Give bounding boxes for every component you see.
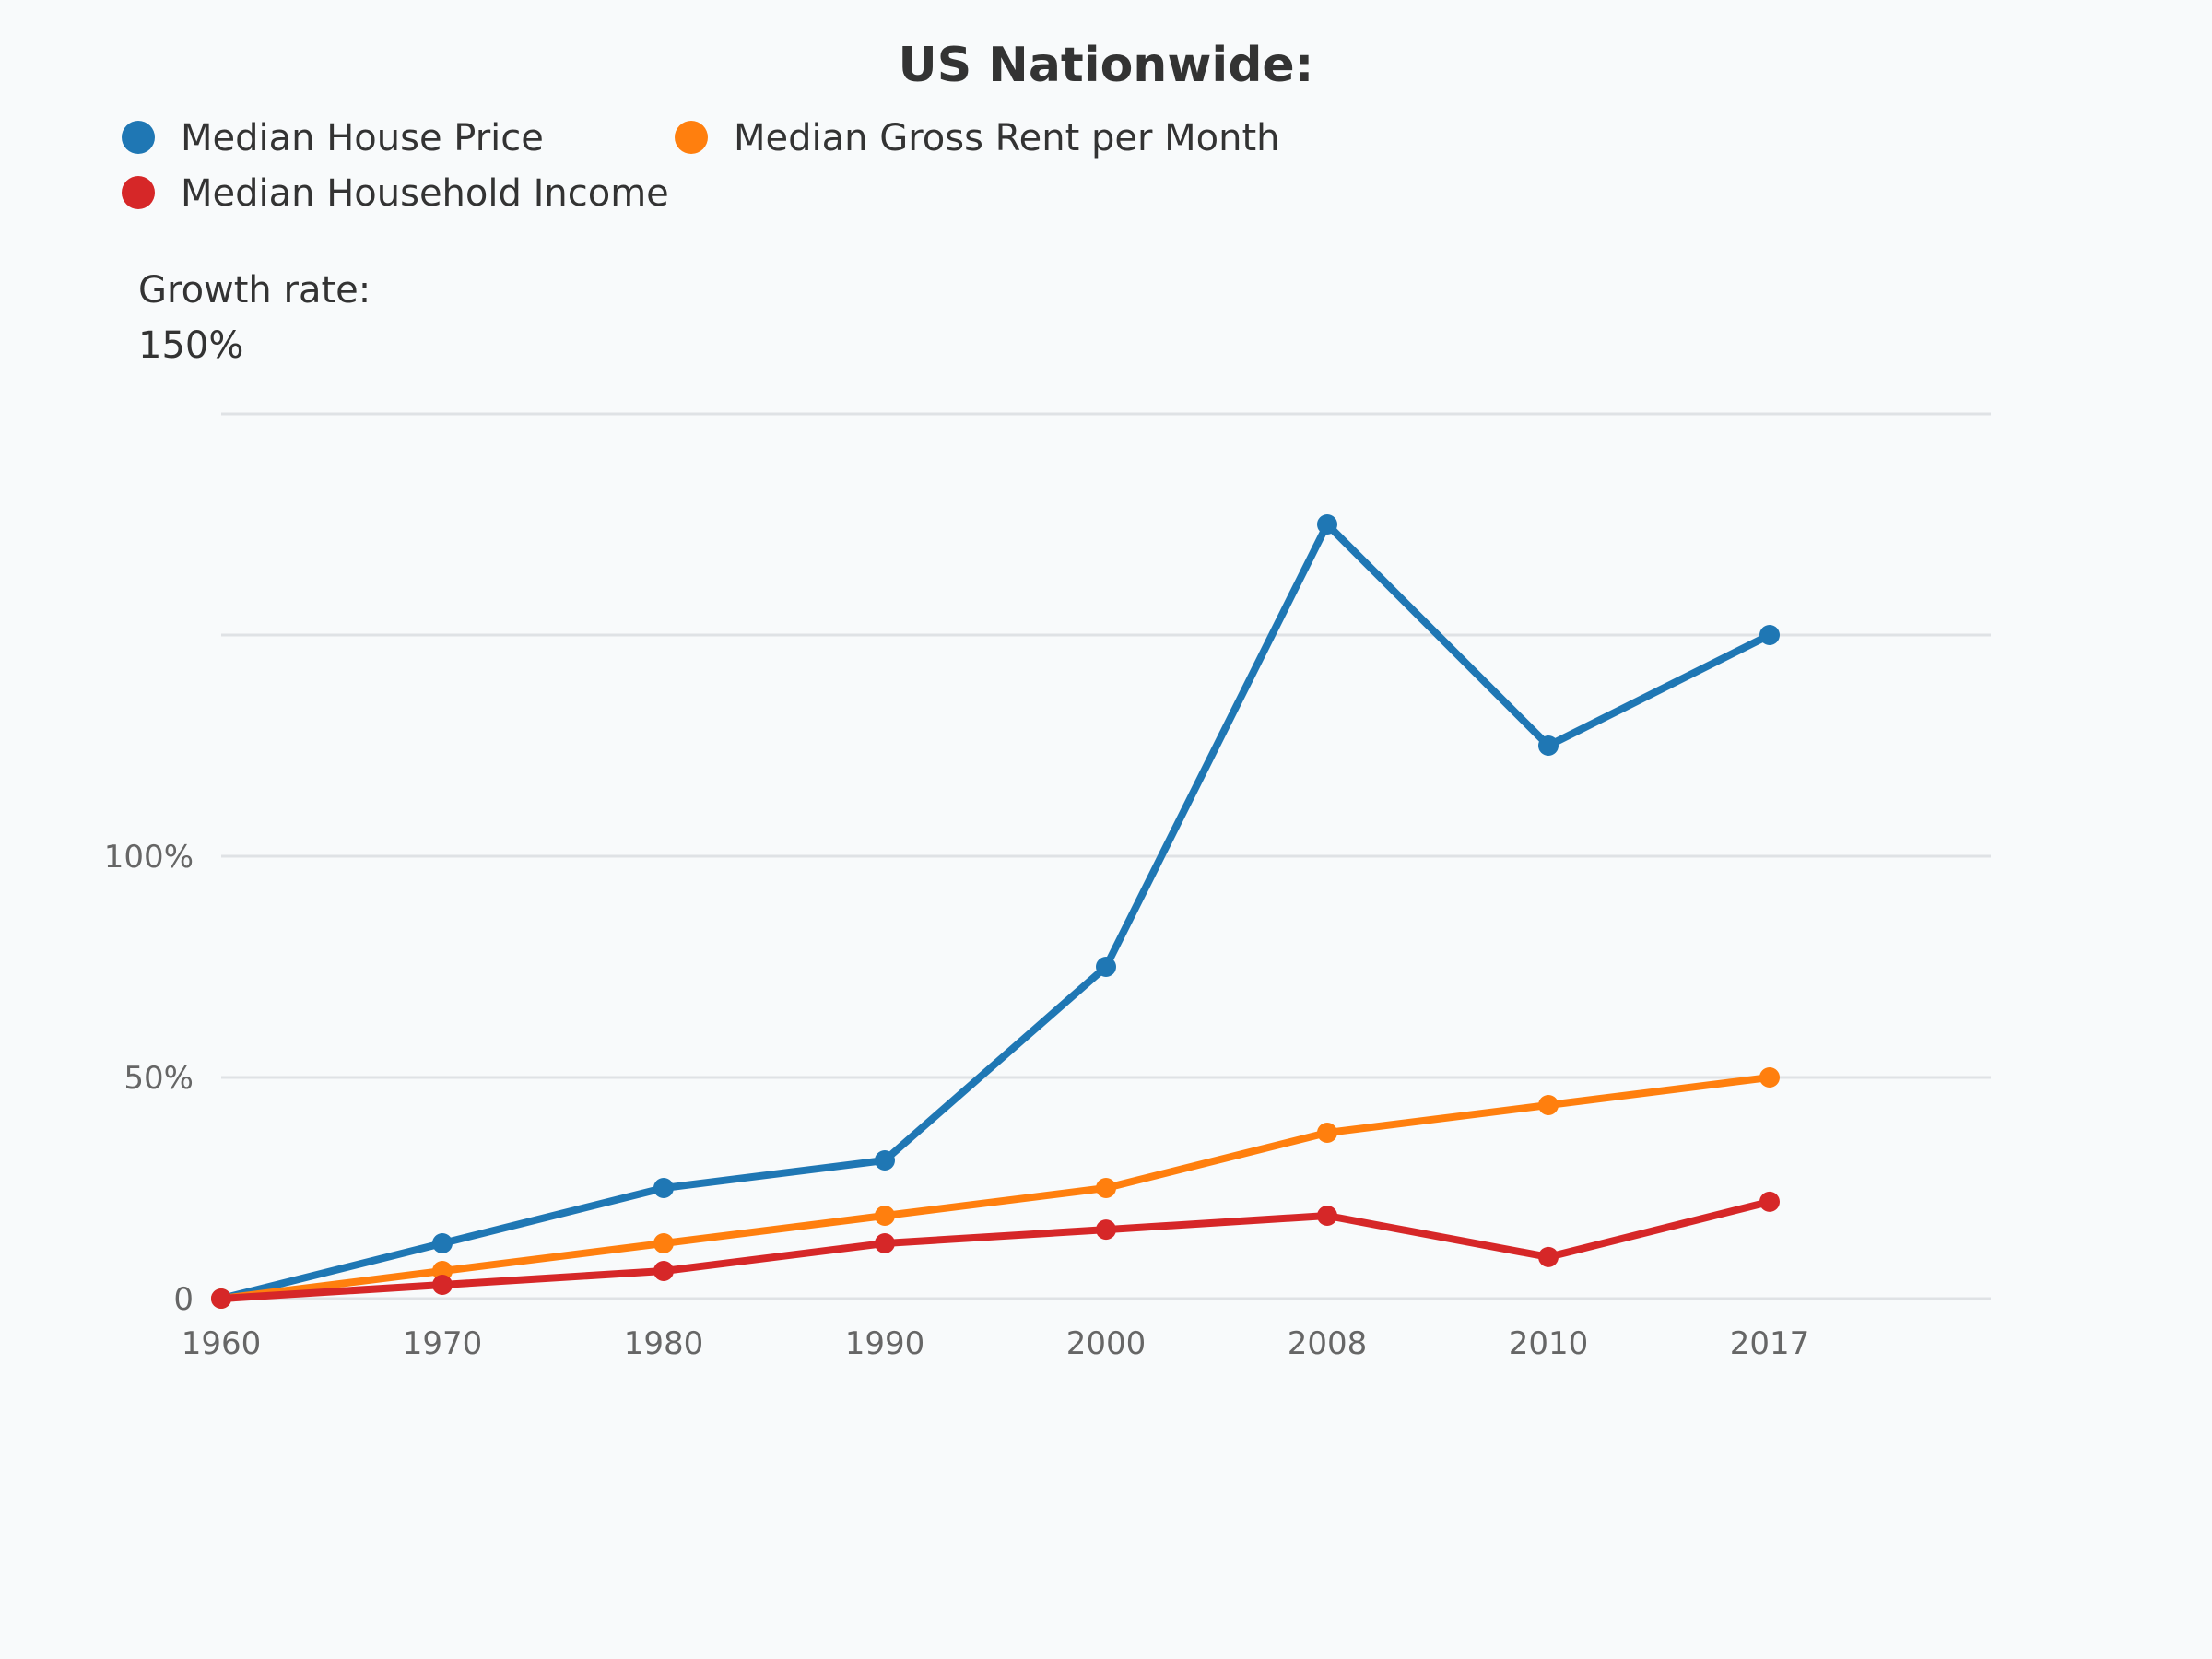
data-point-median-household-income-1980 [653, 1261, 674, 1281]
data-point-median-gross-rent-per-month-2000 [1096, 1178, 1116, 1198]
y-axis-ticks: 0 50% 100% [104, 839, 194, 1318]
legend-marker-median-household-income [122, 176, 155, 209]
x-tick-label-2000: 2000 [1066, 1325, 1147, 1362]
x-tick-label-1980: 1980 [624, 1325, 704, 1362]
data-point-median-house-price-2000 [1096, 957, 1116, 977]
series-median-house-price [211, 514, 1780, 1309]
series-line-median-house-price [218, 521, 1773, 1302]
y-axis-label-line-2: 150% [138, 324, 243, 367]
data-point-median-house-price-2017 [1759, 625, 1780, 645]
data-point-median-household-income-1970 [432, 1275, 453, 1295]
y-axis-label-line-1: Growth rate: [138, 269, 371, 312]
data-point-median-household-income-2010 [1538, 1246, 1559, 1267]
legend-label-median-gross-rent-per-month: Median Gross Rent per Month [734, 117, 1280, 159]
legend-marker-median-house-price [122, 121, 155, 154]
data-point-median-household-income-1960 [211, 1288, 231, 1309]
series-line-median-household-income [218, 1197, 1773, 1302]
data-point-median-house-price-1970 [432, 1233, 453, 1253]
grid [221, 412, 1991, 1300]
y-tick-label-50: 50% [124, 1060, 194, 1097]
legend: Median House Price Median Gross Rent per … [122, 117, 1280, 215]
legend-label-median-house-price: Median House Price [181, 117, 544, 159]
series-median-household-income [211, 1191, 1780, 1309]
data-point-median-house-price-1980 [653, 1178, 674, 1198]
data-point-median-gross-rent-per-month-2008 [1317, 1123, 1337, 1143]
x-tick-label-1970: 1970 [403, 1325, 483, 1362]
legend-label-median-household-income: Median Household Income [181, 172, 669, 215]
data-point-median-household-income-2000 [1096, 1219, 1116, 1241]
chart-title: US Nationwide: [899, 38, 1314, 93]
data-point-median-gross-rent-per-month-2010 [1538, 1095, 1559, 1115]
data-point-median-house-price-2010 [1538, 735, 1559, 756]
y-tick-label-0: 0 [173, 1281, 194, 1318]
data-point-median-gross-rent-per-month-1990 [875, 1206, 895, 1226]
x-tick-label-2010: 2010 [1509, 1325, 1589, 1362]
data-point-median-household-income-2008 [1317, 1206, 1337, 1226]
x-axis-ticks: 1960 1970 1980 1990 2000 2008 2010 2017 [182, 1325, 1810, 1362]
x-tick-label-2008: 2008 [1288, 1325, 1368, 1362]
x-tick-label-1960: 1960 [182, 1325, 262, 1362]
data-point-median-household-income-2017 [1759, 1191, 1780, 1212]
series-group [211, 514, 1780, 1309]
series-line-median-gross-rent-per-month [218, 1074, 1773, 1302]
y-tick-label-100: 100% [104, 839, 194, 876]
data-point-median-house-price-1990 [875, 1150, 895, 1171]
data-point-median-household-income-1990 [875, 1233, 895, 1253]
series-median-gross-rent-per-month [211, 1067, 1780, 1309]
x-tick-label-2017: 2017 [1730, 1325, 1810, 1362]
data-point-median-house-price-2008 [1317, 514, 1337, 535]
legend-marker-median-gross-rent-per-month [675, 121, 708, 154]
data-point-median-gross-rent-per-month-2017 [1759, 1067, 1780, 1088]
data-point-median-gross-rent-per-month-1980 [653, 1233, 674, 1253]
x-tick-label-1990: 1990 [845, 1325, 925, 1362]
